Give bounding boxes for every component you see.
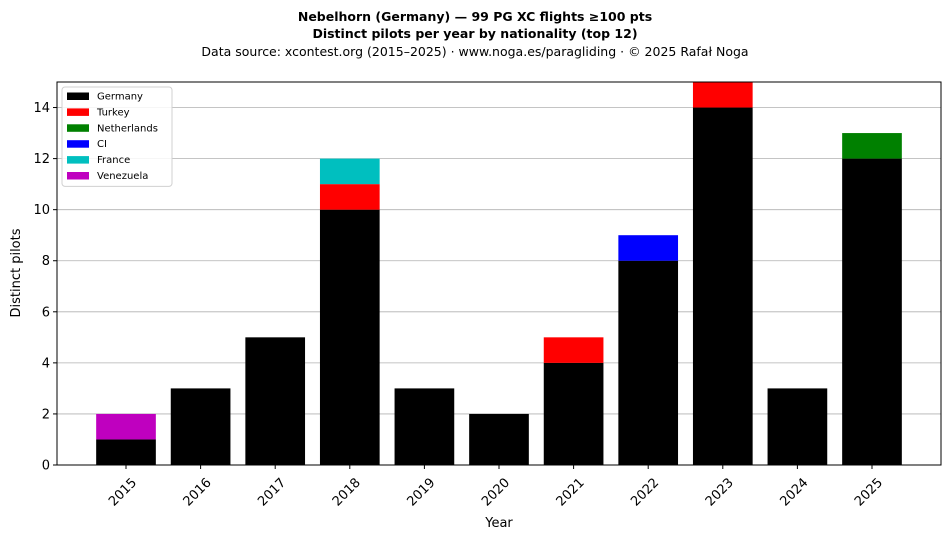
bar-segment [692,107,753,466]
x-tick-label: 2020 [479,475,513,509]
x-tick-label: 2018 [330,475,364,509]
x-axis-label: Year [484,516,513,531]
legend-entry: Turkey [96,107,130,118]
bar-segment [319,209,380,465]
legend-entry: Netherlands [97,123,158,134]
bar-segment [767,388,828,465]
bar-segment [692,82,753,108]
y-tick-label: 12 [33,152,50,167]
y-tick-label: 6 [42,305,50,320]
chart-title: Nebelhorn (Germany) — 99 PG XC flights ≥… [298,9,652,24]
legend-swatch [67,92,89,100]
x-tick-label: 2022 [628,475,662,509]
legend-entry: France [97,155,130,166]
x-tick-label: 2019 [404,475,438,509]
legend-swatch [67,124,89,132]
grid-lines [57,107,941,415]
bar-segment [543,362,604,465]
bar-segment [618,260,679,465]
bar-segment [96,439,156,465]
bar-segment [245,337,306,465]
y-axis-label: Distinct pilots [9,228,24,317]
x-axis-ticks: 2015 2016 2017 2018 2019 2020 2021 2022 2023 2024… [106,465,886,509]
bar-segment [170,388,231,465]
legend-swatch [67,108,89,116]
bar-segment [469,413,529,465]
y-tick-label: 10 [33,203,50,218]
chart-subtitle: Data source: xcontest.org (2015–2025) · … [201,44,748,59]
y-axis-ticks: 0 2 4 6 8 10 12 14 [33,101,57,474]
y-tick-label: 14 [33,101,50,116]
bar-segment [842,133,902,159]
legend: Germany Turkey Netherlands CI France Venezuel… [61,86,173,187]
y-tick-label: 4 [42,356,50,371]
bar-segment [96,413,156,440]
x-tick-label: 2023 [703,475,737,509]
legend-swatch [67,172,89,180]
bar-segment [319,158,380,185]
y-tick-label: 0 [42,459,50,474]
bar-segment [618,235,679,261]
x-tick-label: 2024 [777,475,811,509]
bar-segment [394,388,455,465]
bar-segment [543,337,604,363]
legend-entry: CI [97,139,107,150]
x-tick-label: 2015 [106,475,140,509]
x-tick-label: 2016 [181,475,215,509]
x-tick-label: 2025 [852,475,886,509]
legend-swatch [67,156,89,164]
chart-title-line2: Distinct pilots per year by nationality … [312,26,637,41]
legend-box [61,86,173,187]
x-tick-label: 2021 [554,475,588,509]
legend-entry: Germany [97,92,143,103]
bar-segment [319,184,380,210]
y-tick-label: 8 [42,254,50,269]
bars [96,82,902,466]
y-tick-label: 2 [42,407,50,422]
x-tick-label: 2017 [255,475,289,509]
bar-segment [842,158,902,465]
legend-entry: Venezuela [97,171,148,182]
legend-swatch [67,140,89,148]
